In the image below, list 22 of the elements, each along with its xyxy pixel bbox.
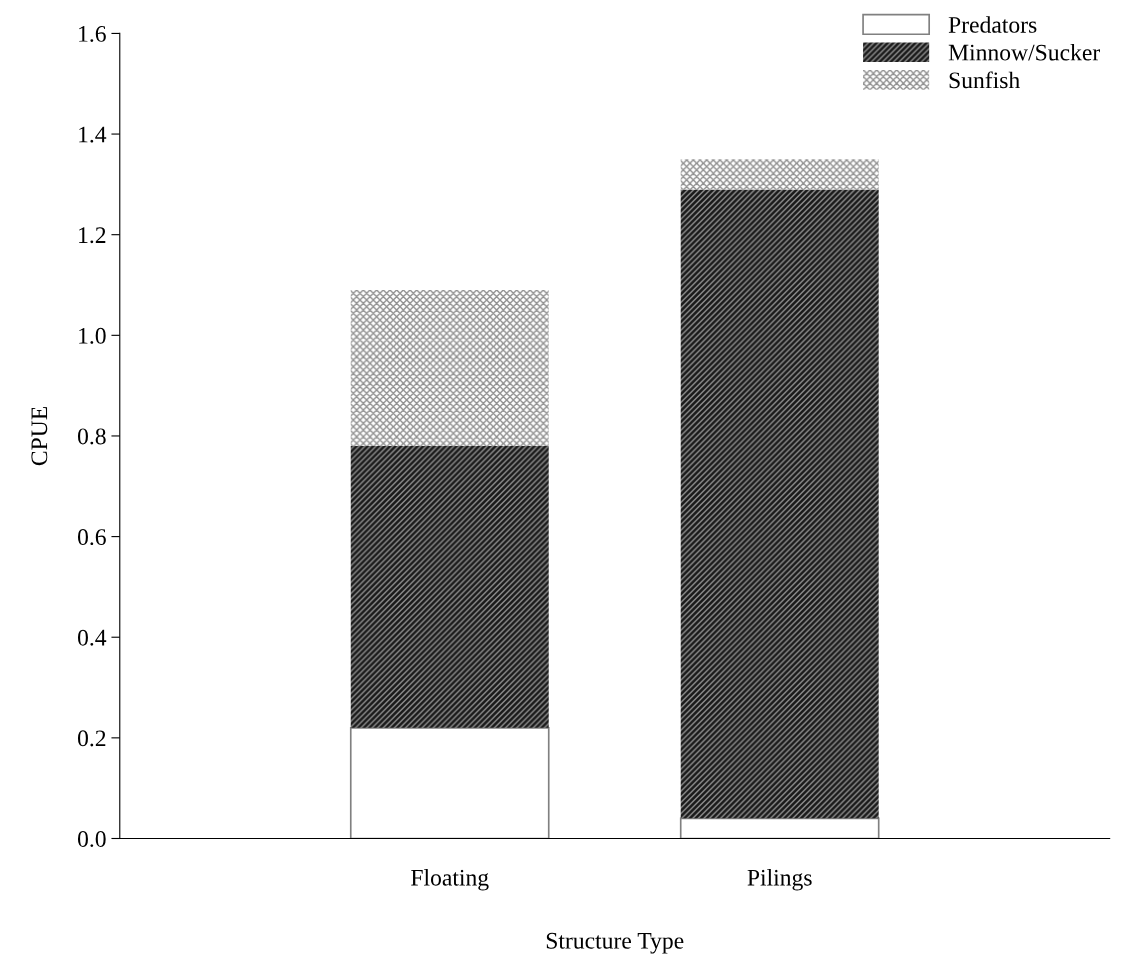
y-tick-label: 1.0 bbox=[79, 327, 106, 344]
y-axis-title: CPUE bbox=[31, 406, 48, 466]
x-tick-label: Floating bbox=[411, 869, 489, 891]
x-tick-label: Pilings bbox=[747, 869, 812, 891]
bar bbox=[679, 817, 880, 839]
legend-label: Predators bbox=[948, 16, 1037, 33]
x-axis-title: Structure Type bbox=[546, 932, 684, 954]
y-tick-label: 0.4 bbox=[77, 629, 107, 646]
y-tick-label: 0.8 bbox=[77, 428, 106, 445]
y-tick-label: 0.6 bbox=[77, 529, 106, 546]
y-tick-label: 1.6 bbox=[79, 25, 106, 42]
legend-label: Minnow/Sucker bbox=[948, 43, 1101, 61]
bar bbox=[680, 189, 879, 819]
y-tick-label: 0.0 bbox=[77, 830, 106, 848]
y-tick-label: 0.2 bbox=[77, 730, 106, 747]
legend-label: Sunfish bbox=[949, 71, 1020, 89]
bar bbox=[350, 446, 549, 728]
bar bbox=[349, 726, 550, 839]
bar bbox=[680, 159, 879, 190]
y-tick-label: 1.4 bbox=[79, 126, 107, 143]
y-tick-label: 1.2 bbox=[79, 227, 106, 244]
bar bbox=[350, 290, 549, 447]
